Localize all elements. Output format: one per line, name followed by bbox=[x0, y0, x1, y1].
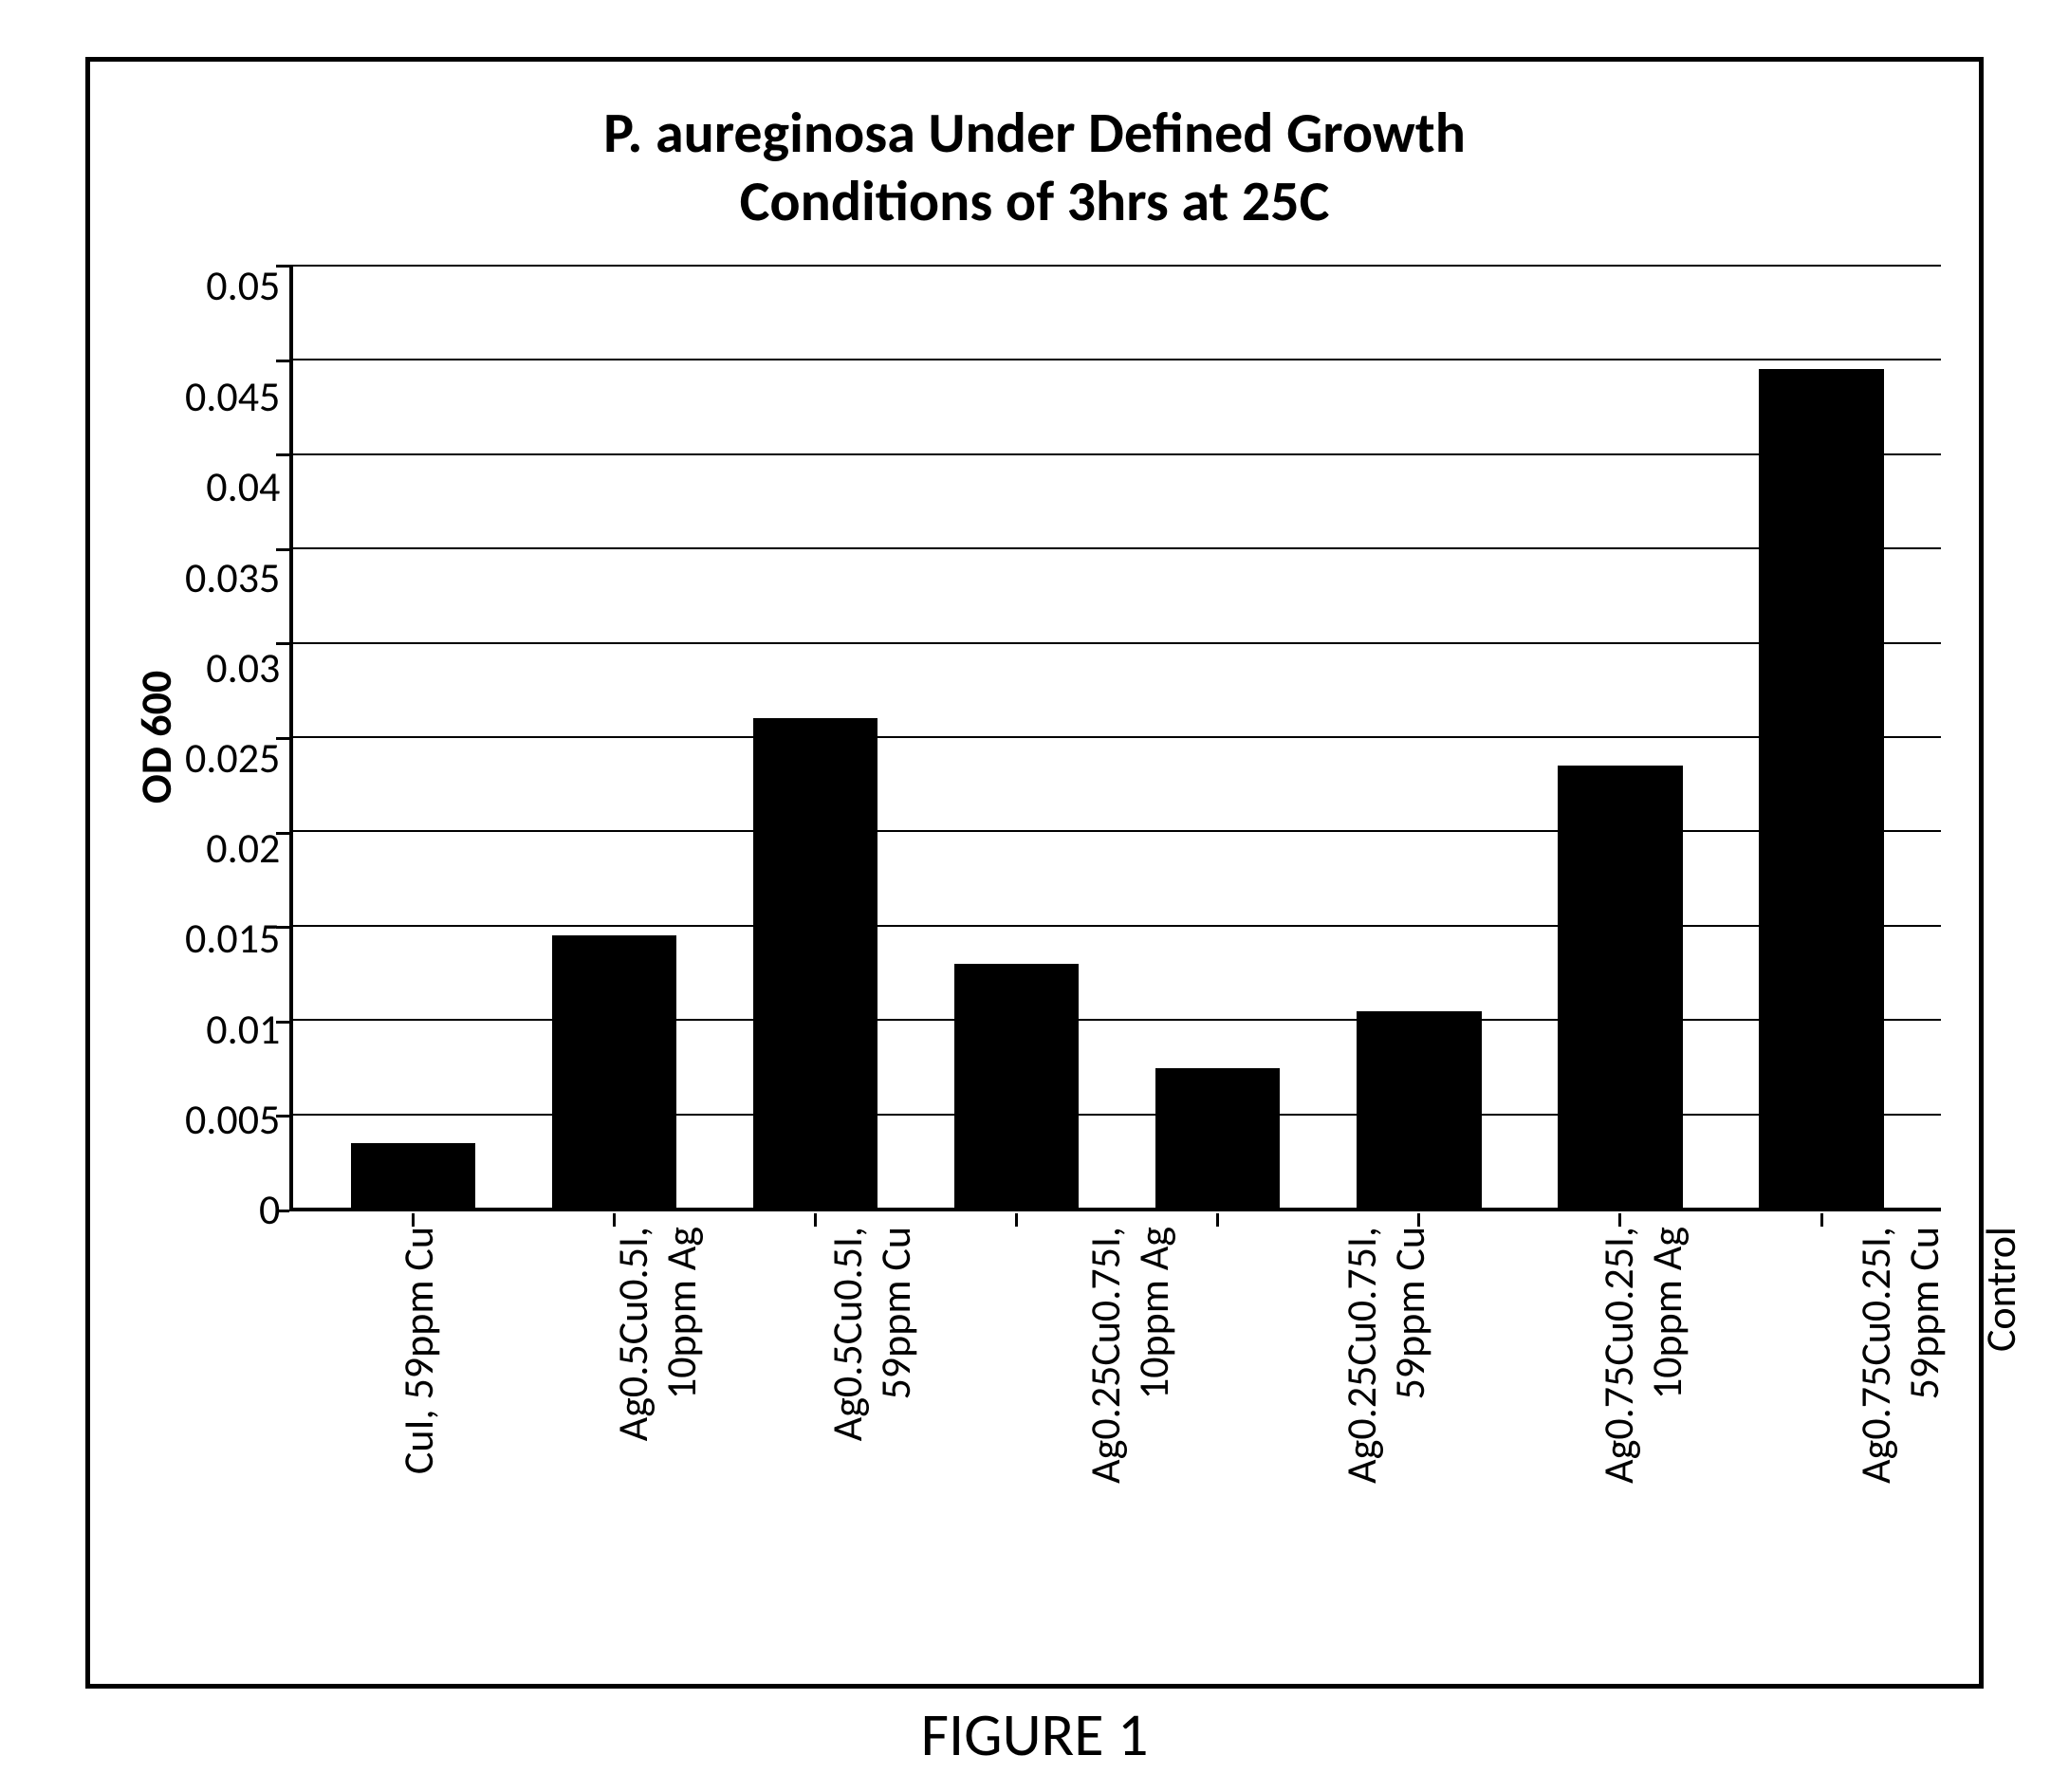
y-tick-mark bbox=[276, 360, 289, 362]
plot-area bbox=[289, 265, 1941, 1210]
y-tick-label: 0.045 bbox=[185, 376, 280, 417]
y-tick-mark bbox=[276, 1021, 289, 1024]
chart-title: P. aureginosa Under Defined Growth Condi… bbox=[603, 100, 1466, 236]
y-tick-mark bbox=[276, 453, 289, 456]
y-axis-label: OD 600 bbox=[130, 671, 183, 804]
bars-container bbox=[293, 265, 1941, 1210]
bar-slot bbox=[1118, 265, 1319, 1210]
y-tick-label: 0.015 bbox=[185, 917, 280, 959]
x-tick-label: Ag0.75Cu0.25I, 59ppm Cu bbox=[1852, 1227, 1948, 1484]
bar-slot bbox=[513, 265, 714, 1210]
bar-slot bbox=[1520, 265, 1721, 1210]
chart-frame: P. aureginosa Under Defined Growth Condi… bbox=[85, 57, 1984, 1689]
y-tick-label: 0.04 bbox=[206, 466, 280, 508]
y-tick-label: 0.03 bbox=[206, 647, 280, 689]
bar bbox=[1155, 1068, 1280, 1210]
x-tick-label: Ag0.5Cu0.5I, 59ppm Cu bbox=[824, 1227, 920, 1441]
y-tick-label: 0.02 bbox=[206, 827, 280, 869]
x-tick-label: Ag0.25Cu0.75I, 10ppm Ag bbox=[1081, 1227, 1176, 1484]
y-tick-mark bbox=[276, 737, 289, 740]
y-tick-label: 0.05 bbox=[206, 265, 280, 306]
y-tick-label: 0.005 bbox=[185, 1099, 280, 1140]
x-tick-label: Ag0.5Cu0.5I, 10ppm Ag bbox=[609, 1227, 705, 1441]
x-axis-ticks: CuI, 59ppm CuAg0.5Cu0.5I, 10ppm AgAg0.5C… bbox=[128, 1221, 1996, 1317]
y-tick-mark bbox=[276, 265, 289, 268]
bar bbox=[954, 964, 1079, 1210]
y-tick-mark bbox=[276, 1115, 289, 1118]
y-tick-mark bbox=[276, 642, 289, 645]
bar bbox=[1357, 1011, 1481, 1210]
y-tick-mark bbox=[276, 926, 289, 929]
bar bbox=[552, 935, 676, 1210]
y-tick-mark bbox=[276, 548, 289, 551]
bar bbox=[1558, 766, 1682, 1210]
x-axis-row: CuI, 59ppm CuAg0.5Cu0.5I, 10ppm AgAg0.5C… bbox=[128, 1221, 1941, 1317]
x-tick-label: Ag0.25Cu0.75I, 59ppm Cu bbox=[1338, 1227, 1433, 1484]
y-tick-label: 0.01 bbox=[206, 1008, 280, 1050]
figure-container: P. aureginosa Under Defined Growth Condi… bbox=[0, 0, 2069, 1792]
bar-slot bbox=[916, 265, 1118, 1210]
x-axis-area: CuI, 59ppm Cu Ag0.5Cu0.5I, 10ppm Ag Ag0.5C… bbox=[128, 1210, 1941, 1646]
bar-slot bbox=[312, 265, 513, 1210]
bar-slot bbox=[1721, 265, 1922, 1210]
x-tick-slot: CuI, 59ppm Cu bbox=[147, 1221, 395, 1317]
bar-slot bbox=[715, 265, 916, 1210]
chart-panel: OD 600 0.050.0450.040.0350.030.0250.020.… bbox=[128, 265, 1941, 1646]
x-tick-label: Control bbox=[1977, 1227, 2025, 1352]
y-tick-label: 0.035 bbox=[185, 557, 280, 599]
bar bbox=[1759, 369, 1883, 1210]
y-axis-ticks: 0.05 0.045 0.04 0.035 0.03 0.025 0.02 0.015 0.01… bbox=[185, 265, 289, 1210]
bar bbox=[753, 718, 877, 1210]
x-tick-label: CuI, 59ppm Cu bbox=[395, 1227, 443, 1474]
y-axis-label-wrap: OD 600 bbox=[128, 265, 185, 1210]
y-tick-mark bbox=[276, 832, 289, 835]
x-tick-label: Ag0.75Cu0.25I, 10ppm Ag bbox=[1595, 1227, 1690, 1484]
plot-row: OD 600 0.050.0450.040.0350.030.0250.020.… bbox=[128, 265, 1941, 1210]
figure-caption: FIGURE 1 bbox=[85, 1698, 1984, 1772]
bar-slot bbox=[1319, 265, 1520, 1210]
y-tick-label: 0.025 bbox=[185, 737, 280, 779]
bar bbox=[351, 1143, 475, 1210]
